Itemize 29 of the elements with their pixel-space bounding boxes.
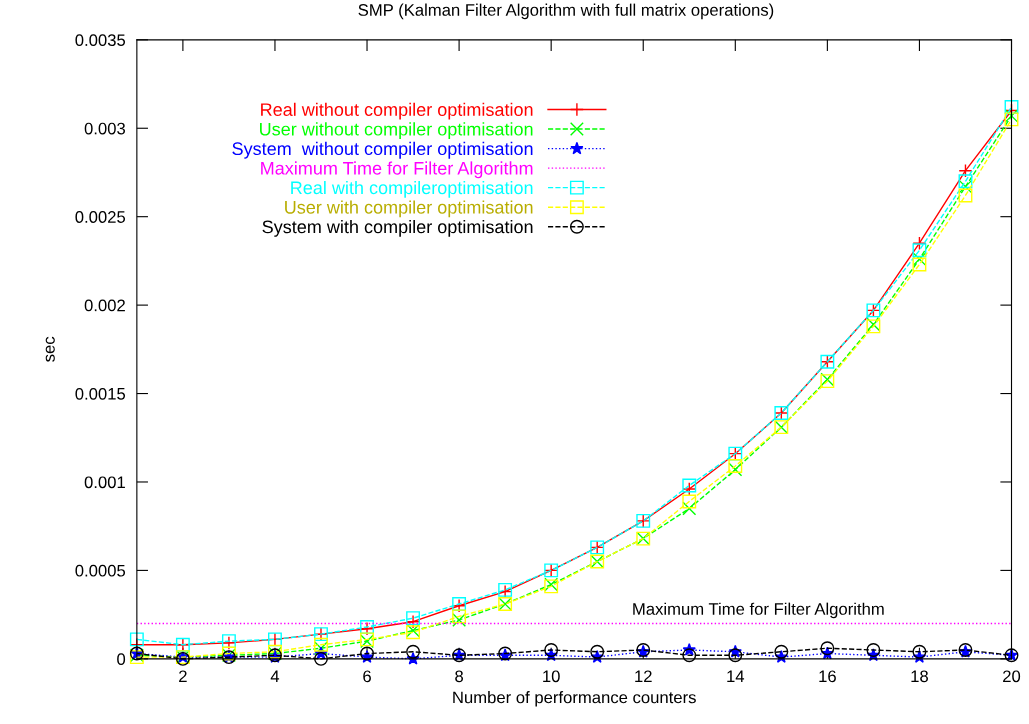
- x-tick-label: 16: [819, 670, 836, 683]
- chart-title: SMP (Kalman Filter Algorithm with full matrix operations): [358, 3, 774, 20]
- y-tick-label: 0.0015: [75, 387, 126, 400]
- legend-label: System without compiler optimisation: [232, 141, 533, 159]
- y-tick-label: 0.0035: [75, 34, 126, 47]
- y-tick-label: 0.002: [84, 299, 125, 312]
- x-tick-label: 6: [363, 670, 371, 683]
- legend-label: Maximum Time for Filter Algorithm: [261, 161, 533, 179]
- legend-label: Real with compileroptimisation: [291, 180, 533, 198]
- legend-label: Real without compiler optimisation: [261, 102, 533, 120]
- y-tick-label: 0.0005: [75, 564, 126, 577]
- y-tick-label: 0.003: [84, 122, 126, 135]
- x-tick-label: 8: [455, 670, 464, 683]
- x-axis-title: Number of performance counters: [453, 691, 696, 707]
- annotation: Maximum Time for Filter Algorithm: [633, 602, 884, 619]
- x-tick-label: 2: [179, 670, 187, 683]
- y-tick-label: 0.001: [84, 476, 125, 489]
- x-tick-label: 10: [543, 670, 560, 683]
- y-tick-label: 0.0025: [75, 211, 126, 223]
- x-tick-label: 12: [635, 670, 652, 683]
- legend-label: User without compiler optimisation: [260, 122, 533, 140]
- y-axis-title: sec: [45, 336, 55, 362]
- x-tick-label: 14: [727, 670, 745, 683]
- legend-label: User with compiler optimisation: [285, 200, 533, 218]
- x-tick-label: 4: [270, 670, 280, 683]
- legend-label: System with compiler optimisation: [262, 219, 533, 237]
- x-tick-label: 20: [1003, 670, 1021, 683]
- x-tick-label: 18: [911, 670, 928, 683]
- y-tick-label: 0: [117, 653, 126, 666]
